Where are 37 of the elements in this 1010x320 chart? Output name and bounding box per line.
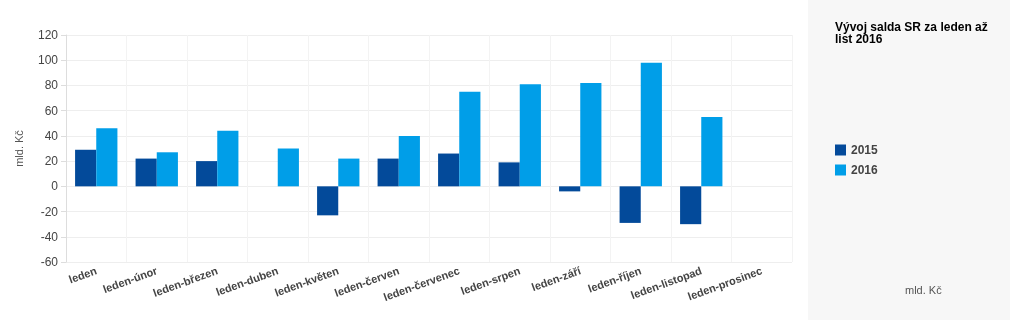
y-tick-label: 20 [44, 154, 59, 169]
bar [640, 62, 662, 187]
y-tick-label: -60 [40, 255, 59, 269]
bar [459, 91, 481, 187]
bar [680, 186, 702, 225]
y-tick-label: 40 [44, 128, 59, 143]
bar [338, 158, 360, 187]
y-tick-label: 120 [37, 28, 59, 42]
text: Vývoj salda SR za leden až list 2016 [835, 20, 992, 46]
y-tick-label: 60 [44, 103, 59, 118]
bar [498, 162, 520, 187]
y-tick-label: 100 [37, 53, 59, 68]
y-tick-label: -40 [40, 229, 59, 244]
text: mld. Kč [904, 283, 943, 296]
bar [438, 153, 460, 187]
legend-label: 2015 [851, 143, 879, 157]
x-tick-label: leden [67, 264, 99, 286]
y-tick-label: 80 [44, 78, 59, 93]
bar [701, 116, 723, 187]
y-tick-label: 0 [51, 179, 59, 194]
bar [277, 148, 299, 187]
legend-label: 2016 [851, 163, 879, 177]
y-axis-title: mld. Kč [12, 129, 25, 167]
bar [619, 186, 641, 223]
bar [156, 152, 178, 187]
bar [519, 84, 541, 187]
bar [96, 128, 118, 187]
bar [196, 161, 218, 187]
bar [317, 186, 339, 216]
bar [377, 158, 399, 187]
bar [580, 82, 602, 187]
bar [217, 130, 239, 187]
bar [75, 149, 97, 187]
y-tick-label: -20 [40, 204, 59, 219]
bar [135, 158, 157, 187]
bar [559, 186, 581, 192]
bar [398, 135, 420, 187]
